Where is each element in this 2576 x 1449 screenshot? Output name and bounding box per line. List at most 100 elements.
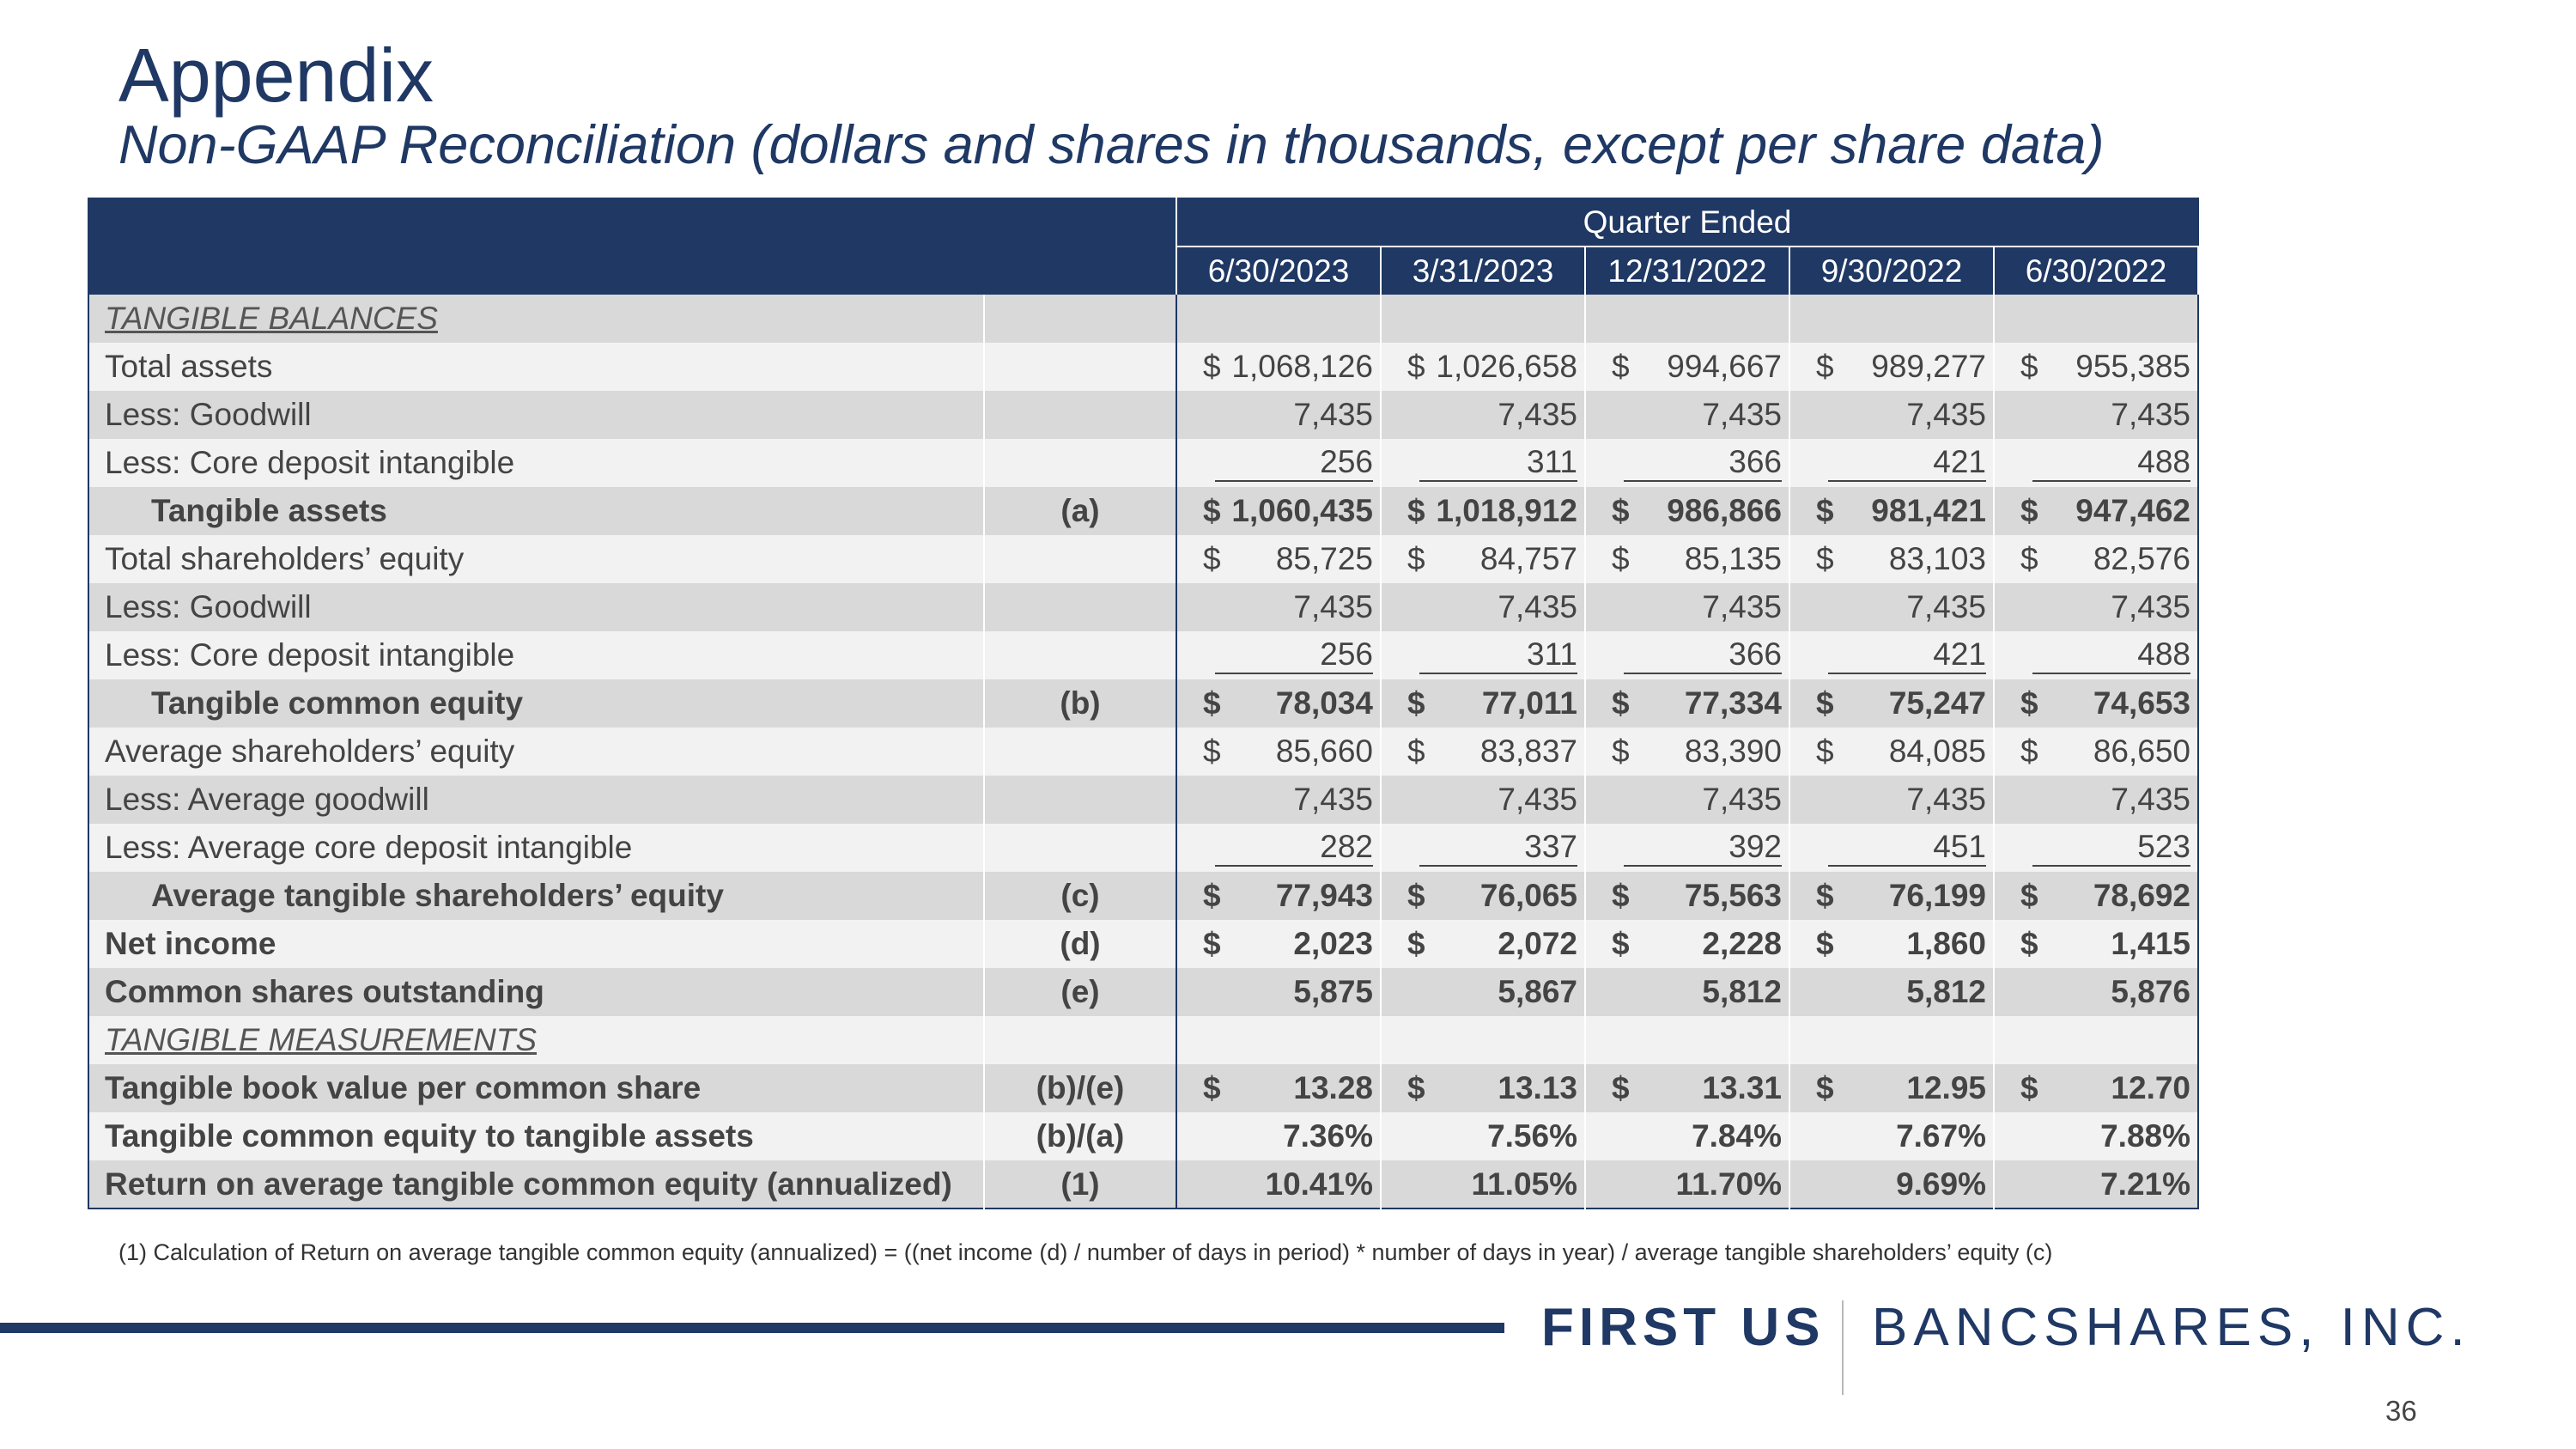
cell-value: 77,334 (1684, 685, 1782, 721)
currency-symbol: $ (1203, 1070, 1221, 1105)
cell-value: 86,650 (2093, 734, 2191, 769)
value-cell: 7.84% (1584, 1112, 1789, 1160)
cell-value: 1,415 (2111, 926, 2191, 961)
value-cell: 7,435 (1584, 391, 1789, 439)
cell-value: 986,866 (1667, 493, 1782, 528)
cell-value: 7,435 (2111, 782, 2191, 817)
value-cell: 366 (1584, 439, 1789, 487)
row-reference (983, 583, 1176, 631)
currency-symbol: $ (1816, 926, 1834, 961)
cell-value: 366 (1624, 636, 1782, 674)
value-cell: $84,085 (1789, 728, 1994, 776)
cell-value: 337 (1419, 829, 1577, 867)
value-cell: $1,026,658 (1380, 343, 1585, 391)
cell-value: 5,812 (1906, 974, 1986, 1009)
period-header: 6/30/2022 (1992, 246, 2200, 295)
cell-value: 7,435 (2111, 589, 2191, 624)
table-row: Total assets $1,068,126 $1,026,658 $994,667… (88, 343, 2199, 391)
currency-symbol: $ (1407, 349, 1425, 384)
value-cell: $85,660 (1176, 728, 1381, 776)
value-cell: $989,277 (1789, 343, 1994, 391)
value-cell: 5,812 (1789, 968, 1994, 1016)
value-cell: 7,435 (1789, 391, 1994, 439)
currency-symbol: $ (1612, 734, 1630, 769)
cell-value: 75,247 (1888, 685, 1986, 721)
value-cell: $12.95 (1789, 1064, 1994, 1112)
currency-symbol: $ (1407, 685, 1425, 721)
row-reference (983, 824, 1176, 872)
row-label: Return on average tangible common equity… (88, 1160, 984, 1209)
cell-value: 13.31 (1702, 1070, 1782, 1105)
cell-value: 11.05% (1471, 1166, 1577, 1202)
row-reference: (a) (983, 487, 1176, 535)
value-cell (1380, 1016, 1585, 1064)
value-cell: 421 (1789, 631, 1994, 679)
row-label: Less: Core deposit intangible (88, 631, 984, 679)
row-reference (983, 343, 1176, 391)
cell-value: 83,837 (1479, 734, 1577, 769)
page-number: 36 (2385, 1395, 2417, 1427)
value-cell: 10.41% (1176, 1160, 1381, 1209)
reconciliation-table-container: Quarter Ended 6/30/2023 3/31/2023 12/31/… (88, 198, 2200, 1209)
value-cell: $77,943 (1176, 872, 1381, 920)
value-cell: $981,421 (1789, 487, 1994, 535)
cell-value: 7,435 (1702, 589, 1782, 624)
row-reference (983, 631, 1176, 679)
cell-value: 74,653 (2093, 685, 2191, 721)
cell-value: 85,725 (1275, 541, 1373, 576)
currency-symbol: $ (1407, 878, 1425, 913)
cell-value: 12.70 (2111, 1070, 2191, 1105)
cell-value: 7,435 (2111, 397, 2191, 432)
cell-value: 5,867 (1498, 974, 1577, 1009)
cell-value: 311 (1419, 636, 1577, 674)
value-cell: 7.88% (1992, 1112, 2199, 1160)
value-cell: $986,866 (1584, 487, 1789, 535)
table-row: Less: Goodwill 7,435 7,435 7,435 7,435 7,435 (88, 391, 2199, 439)
value-cell: 451 (1789, 824, 1994, 872)
currency-symbol: $ (2020, 1070, 2038, 1105)
cell-value: 7,435 (1906, 782, 1986, 817)
cell-value: 5,812 (1702, 974, 1782, 1009)
row-label: Total shareholders’ equity (88, 535, 984, 583)
value-cell: $85,725 (1176, 535, 1381, 583)
footer-bar (0, 1323, 1504, 1333)
period-header: 6/30/2023 (1176, 246, 1382, 295)
cell-value: 5,875 (1293, 974, 1373, 1009)
cell-value: 1,060,435 (1231, 493, 1373, 528)
row-reference (983, 728, 1176, 776)
value-cell: 488 (1992, 631, 2199, 679)
cell-value: 256 (1215, 444, 1373, 482)
cell-value: 85,660 (1275, 734, 1373, 769)
value-cell: 11.05% (1380, 1160, 1585, 1209)
row-label: Tangible book value per common share (88, 1064, 984, 1112)
value-cell (1789, 295, 1994, 343)
table-row: TANGIBLE MEASUREMENTS (88, 1016, 2199, 1064)
value-cell: 7,435 (1380, 583, 1585, 631)
cell-value: 76,199 (1888, 878, 1986, 913)
value-cell: 421 (1789, 439, 1994, 487)
table-row: Less: Average core deposit intangible 282… (88, 824, 2199, 872)
currency-symbol: $ (1407, 734, 1425, 769)
row-label: Less: Goodwill (88, 391, 984, 439)
cell-value: 7,435 (1702, 782, 1782, 817)
currency-symbol: $ (1203, 685, 1221, 721)
cell-value: 5,876 (2111, 974, 2191, 1009)
row-reference: (e) (983, 968, 1176, 1016)
cell-value: 77,011 (1481, 685, 1577, 721)
value-cell: $13.31 (1584, 1064, 1789, 1112)
value-cell (1380, 295, 1585, 343)
quarter-ended-header: Quarter Ended (1175, 198, 2199, 247)
value-cell: 7,435 (1176, 583, 1381, 631)
table-row: Tangible assets (a) $1,060,435 $1,018,912 $9… (88, 487, 2199, 535)
cell-value: 9.69% (1896, 1166, 1986, 1202)
value-cell: 5,875 (1176, 968, 1381, 1016)
table-row: Less: Core deposit intangible 256 311 366 42… (88, 439, 2199, 487)
table-row: Average tangible shareholders’ equity (c)… (88, 872, 2199, 920)
currency-symbol: $ (1612, 685, 1630, 721)
currency-symbol: $ (1816, 685, 1834, 721)
table-row: Net income (d) $2,023 $2,072 $2,228 $1,860 $1,… (88, 920, 2199, 968)
value-cell: 7,435 (1789, 583, 1994, 631)
currency-symbol: $ (1407, 493, 1425, 528)
cell-value: 421 (1828, 444, 1986, 482)
value-cell: 7.67% (1789, 1112, 1994, 1160)
